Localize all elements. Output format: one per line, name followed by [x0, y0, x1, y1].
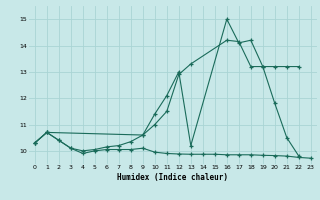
X-axis label: Humidex (Indice chaleur): Humidex (Indice chaleur) — [117, 173, 228, 182]
